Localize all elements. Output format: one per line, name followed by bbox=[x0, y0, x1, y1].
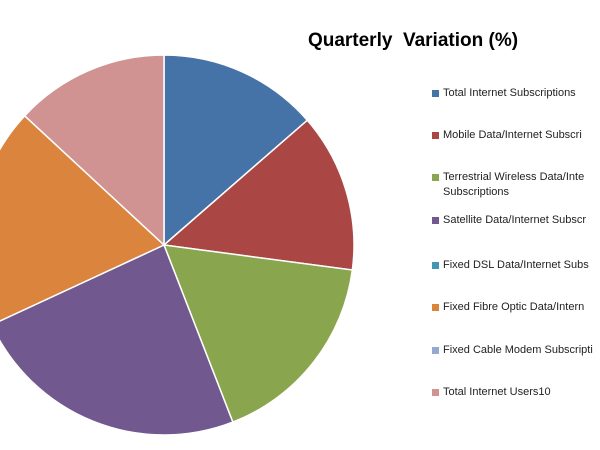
legend-label: Fixed Fibre Optic Data/Intern bbox=[443, 301, 585, 313]
pie-slice bbox=[23, 54, 165, 247]
legend-swatch bbox=[432, 132, 439, 139]
legend: Total Internet Subscriptions Mobile Data/… bbox=[432, 0, 600, 450]
pie-slice bbox=[162, 244, 354, 424]
pie-slice bbox=[0, 243, 234, 436]
chart-title: Quarterly Variation (%) bbox=[307, 30, 519, 51]
legend-label: Satellite Data/Internet Subscr bbox=[443, 214, 587, 226]
legend-swatch bbox=[432, 389, 439, 396]
legend-swatch bbox=[432, 217, 439, 224]
legend-label: Fixed DSL Data/Internet Subs bbox=[443, 259, 589, 271]
legend-label: Terrestrial Wireless Data/Inte Subscript… bbox=[443, 171, 585, 198]
legend-label: Mobile Data/Internet Subscri bbox=[443, 129, 582, 141]
pie-slice bbox=[162, 119, 355, 271]
legend-swatch bbox=[432, 347, 439, 354]
legend-label: Total Internet Users10 bbox=[443, 386, 551, 398]
pie-slice bbox=[0, 114, 166, 322]
pie-slice bbox=[163, 54, 309, 247]
legend-label: Fixed Cable Modem Subscripti bbox=[443, 344, 593, 356]
legend-swatch bbox=[432, 304, 439, 311]
legend-swatch bbox=[432, 262, 439, 269]
legend-swatch bbox=[432, 90, 439, 97]
legend-label: Total Internet Subscriptions bbox=[443, 87, 576, 99]
legend-swatch bbox=[432, 174, 439, 181]
